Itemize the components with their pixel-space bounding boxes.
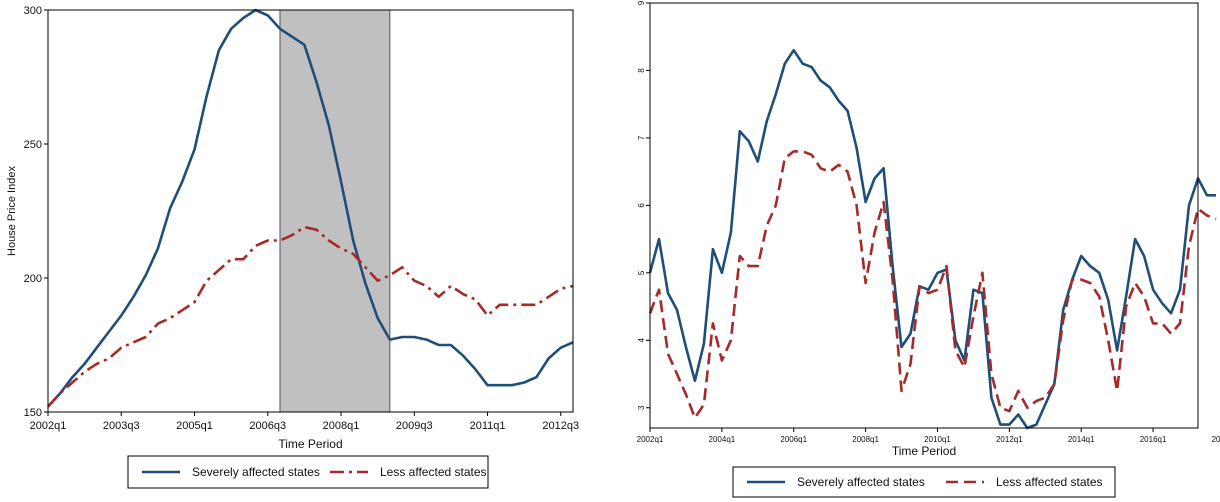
- y-tick-label: 9: [637, 0, 646, 5]
- left-chart: 150 200 250 300 2002q1 2003q3 2005q1 2006q3 2008…: [6, 5, 579, 489]
- legend-box: [127, 455, 489, 489]
- legend-label-1: Severely affected states: [797, 475, 925, 489]
- x-tick-label: 2004q1: [709, 435, 736, 444]
- x-tick-label: 2008q1: [852, 435, 879, 444]
- y-tick-label: 200: [24, 273, 42, 285]
- x-tick-label: 2006q3: [249, 420, 286, 432]
- plot-frame: [47, 9, 574, 413]
- series-line-1: [47, 8, 574, 408]
- x-tick-label: 2006q1: [780, 435, 807, 444]
- x-tick-label: 2016q1: [1140, 435, 1167, 444]
- x-tick-label: 2014q1: [1068, 435, 1095, 444]
- x-axis-title: Time Period: [278, 437, 342, 451]
- legend-label-1: Severely affected states: [192, 465, 320, 479]
- y-tick-label: 250: [24, 139, 42, 151]
- series-line-2: [648, 150, 1217, 420]
- y-tick-label: 5: [637, 270, 646, 275]
- x-tick-label: 2012q1: [996, 435, 1023, 444]
- x-tick-label: 2018q1: [1212, 435, 1220, 444]
- shaded-region: [279, 9, 391, 413]
- x-tick-label: 2003q3: [103, 420, 140, 432]
- y-tick-label: 150: [24, 407, 42, 419]
- y-tick-label: 6: [637, 203, 646, 208]
- y-tick-label: 3: [637, 405, 646, 410]
- x-tick-label: 2008q1: [323, 420, 360, 432]
- x-tick-label: 2002q1: [30, 420, 67, 432]
- x-axis-title: Time Period: [892, 444, 956, 458]
- y-tick-label: 7: [637, 135, 646, 140]
- y-tick-label: 8: [637, 68, 646, 73]
- x-tick-label: 2012q3: [542, 420, 579, 432]
- x-tick-label: 2005q1: [176, 420, 213, 432]
- series-line-2: [47, 225, 574, 408]
- y-tick-label: 4: [637, 338, 646, 343]
- plot-frame: [649, 2, 1199, 429]
- y-axis-title: House Price Index: [6, 166, 18, 256]
- right-chart: 3 4 5 6 7 8 9 2002q1 2004q1 2006q1 2008q1 2010q1 201…: [637, 0, 1220, 498]
- x-tick-label: 2002q1: [637, 435, 664, 444]
- legend-label-2: Less affected states: [996, 475, 1103, 489]
- legend-box: [732, 466, 1116, 498]
- x-tick-label: 2011q1: [470, 420, 506, 432]
- y-tick-label: 300: [24, 5, 42, 17]
- series-line-1: [648, 48, 1216, 430]
- x-tick-label: 2010q1: [924, 435, 951, 444]
- x-tick-label: 2009q3: [396, 420, 433, 432]
- legend-label-2: Less affected states: [380, 465, 487, 479]
